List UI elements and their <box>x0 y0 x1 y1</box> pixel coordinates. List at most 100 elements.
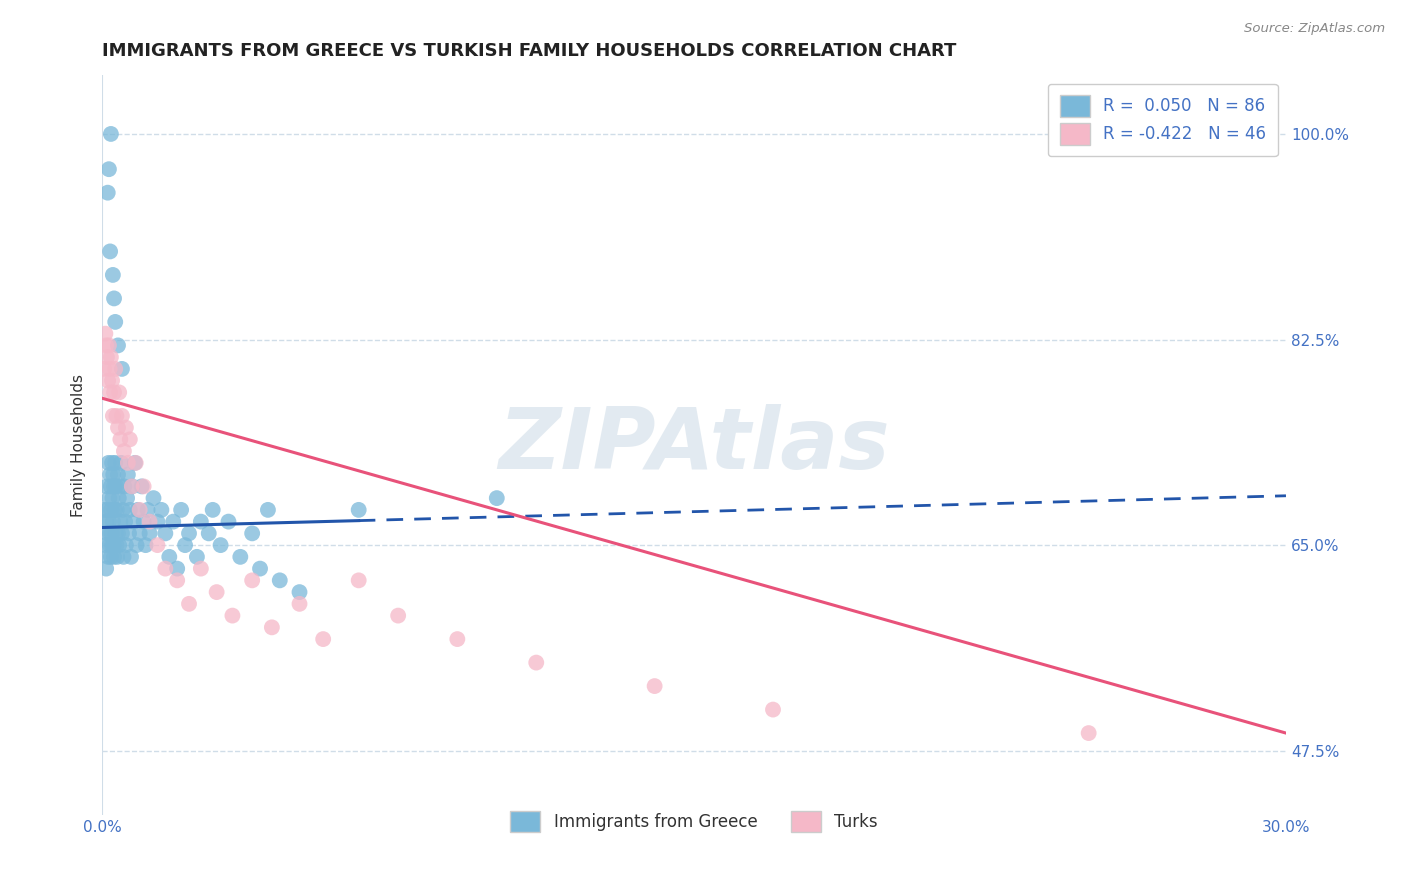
Point <box>288 585 311 599</box>
Point <box>97 186 120 200</box>
Point <box>1077 726 1099 740</box>
Point <box>162 515 184 529</box>
Text: ZIPAtlas: ZIPAtlas <box>498 404 890 487</box>
Point <box>524 656 547 670</box>
Point <box>100 350 122 364</box>
Point <box>138 515 160 529</box>
Point <box>98 362 121 376</box>
Y-axis label: Family Households: Family Households <box>72 374 86 516</box>
Point <box>97 374 120 388</box>
Point <box>110 433 132 447</box>
Point <box>118 503 141 517</box>
Point <box>115 491 138 505</box>
Point <box>128 526 150 541</box>
Point <box>98 491 121 505</box>
Point <box>112 444 135 458</box>
Point <box>186 549 208 564</box>
Point <box>387 608 409 623</box>
Point <box>209 538 232 552</box>
Point <box>132 515 155 529</box>
Point <box>118 526 141 541</box>
Point <box>101 374 124 388</box>
Point <box>132 479 155 493</box>
Point <box>1175 879 1198 892</box>
Point <box>157 549 180 564</box>
Point <box>269 574 291 588</box>
Point <box>97 162 120 177</box>
Point <box>96 338 118 352</box>
Point <box>155 561 177 575</box>
Point <box>97 515 120 529</box>
Point <box>108 385 131 400</box>
Point <box>108 479 131 493</box>
Point <box>105 409 128 423</box>
Point <box>97 456 120 470</box>
Point <box>166 561 188 575</box>
Point <box>118 433 141 447</box>
Point <box>115 538 138 552</box>
Point <box>96 526 118 541</box>
Point <box>201 503 224 517</box>
Point <box>107 338 129 352</box>
Point <box>107 491 129 505</box>
Point <box>93 362 115 376</box>
Point <box>125 456 148 470</box>
Point <box>94 326 117 341</box>
Point <box>98 244 121 259</box>
Point <box>205 585 228 599</box>
Point <box>174 538 197 552</box>
Point <box>177 526 200 541</box>
Point <box>114 515 136 529</box>
Point <box>103 479 125 493</box>
Point <box>257 503 280 517</box>
Point <box>101 538 124 552</box>
Point <box>125 538 148 552</box>
Point <box>197 526 219 541</box>
Point <box>100 479 122 493</box>
Point <box>240 526 263 541</box>
Point <box>347 503 370 517</box>
Point <box>101 409 124 423</box>
Point <box>98 467 121 482</box>
Point <box>103 292 125 306</box>
Point <box>111 526 134 541</box>
Point <box>104 526 127 541</box>
Point <box>107 467 129 482</box>
Point <box>122 515 145 529</box>
Point <box>190 515 212 529</box>
Point <box>94 538 117 552</box>
Point <box>229 549 252 564</box>
Point <box>131 479 153 493</box>
Point <box>221 608 243 623</box>
Point <box>107 420 129 434</box>
Point <box>96 479 118 493</box>
Point <box>97 338 120 352</box>
Point <box>644 679 666 693</box>
Point <box>121 479 143 493</box>
Point <box>485 491 508 505</box>
Point <box>107 526 129 541</box>
Point <box>260 620 283 634</box>
Point <box>112 549 135 564</box>
Point <box>117 467 139 482</box>
Point <box>97 503 120 517</box>
Point <box>111 409 134 423</box>
Point <box>104 503 127 517</box>
Point <box>108 538 131 552</box>
Point <box>142 491 165 505</box>
Point <box>100 549 122 564</box>
Point <box>762 702 785 716</box>
Point <box>101 268 124 282</box>
Point <box>155 526 177 541</box>
Point <box>240 574 263 588</box>
Point <box>288 597 311 611</box>
Point <box>96 350 118 364</box>
Point <box>96 561 118 575</box>
Point <box>98 538 121 552</box>
Point <box>177 597 200 611</box>
Point <box>104 456 127 470</box>
Legend: Immigrants from Greece, Turks: Immigrants from Greece, Turks <box>499 799 890 844</box>
Point <box>105 503 128 517</box>
Point <box>98 526 121 541</box>
Point <box>138 526 160 541</box>
